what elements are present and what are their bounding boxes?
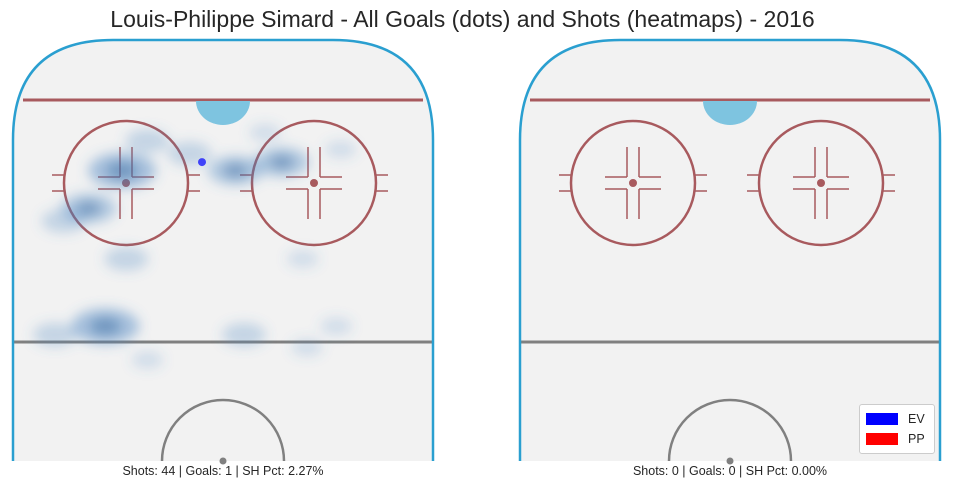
left-goal-dot-0 — [198, 158, 206, 167]
left-shot-density-13 — [222, 322, 266, 347]
right-center-circle — [667, 398, 793, 462]
left-shot-density-14 — [291, 338, 323, 357]
left-shot-density-2 — [41, 209, 86, 234]
chart-title: Louis-Philippe Simard - All Goals (dots)… — [110, 6, 815, 32]
left-shot-density-8 — [324, 140, 357, 159]
left-panel-caption: Shots: 44 | Goals: 1 | SH Pct: 2.27% — [122, 464, 324, 478]
legend-item-ev: EV — [866, 409, 928, 429]
legend-swatch-ev — [866, 413, 898, 425]
left-goal-crease — [196, 101, 250, 125]
left-shot-heatmap — [33, 123, 357, 369]
right-ice-surface — [520, 40, 940, 461]
left-shot-density-15 — [320, 317, 353, 336]
left-center-dot — [219, 457, 227, 465]
right-goal-crease — [703, 101, 757, 125]
legend: EV PP — [859, 404, 935, 454]
right-center-dot — [726, 457, 734, 465]
left-shot-density-core-5 — [223, 163, 249, 178]
right-faceoff-circle-1 — [559, 119, 707, 247]
left-boards — [11, 38, 435, 461]
legend-item-pp: PP — [866, 429, 928, 449]
left-shot-density-core-6 — [269, 155, 295, 169]
left-shot-density-core-0 — [106, 162, 138, 179]
right-rink — [518, 38, 942, 465]
left-shot-density-core-10 — [90, 318, 121, 335]
right-panel-caption: Shots: 0 | Goals: 0 | SH Pct: 0.00% — [632, 464, 828, 478]
left-shot-density-12 — [131, 350, 164, 369]
left-shot-density-11 — [33, 322, 77, 347]
right-faceoff-circle-2 — [747, 119, 895, 247]
legend-label-ev: EV — [908, 412, 925, 426]
legend-label-pp: PP — [908, 432, 925, 446]
left-rink — [11, 38, 435, 465]
left-shot-density-7 — [249, 123, 281, 142]
left-shot-density-16 — [286, 249, 319, 268]
left-center-circle — [160, 398, 286, 462]
left-shot-density-core-1 — [76, 201, 102, 216]
legend-swatch-pp — [866, 433, 898, 445]
left-shot-density-3 — [125, 129, 170, 154]
right-boards — [518, 38, 942, 461]
left-shot-density-9 — [104, 246, 149, 271]
